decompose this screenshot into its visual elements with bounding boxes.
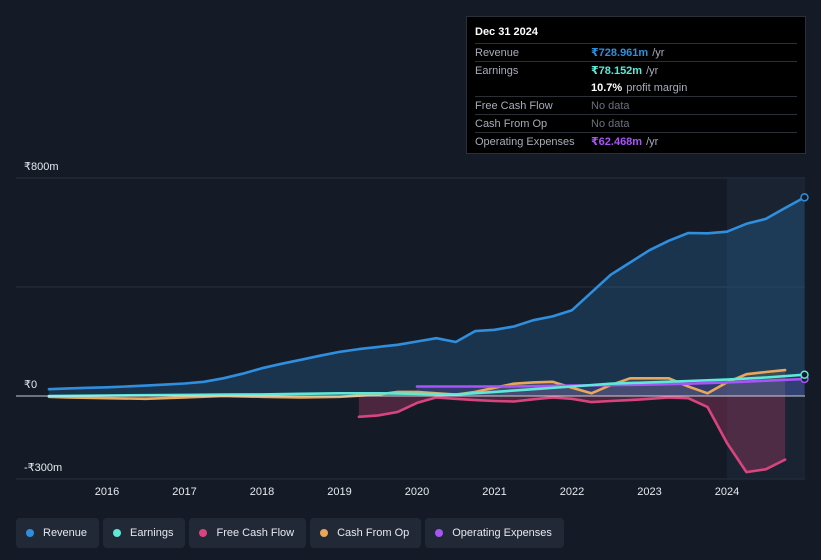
tooltip-label: Operating Expenses [475,135,575,148]
tooltip-date: Dec 31 2024 [475,26,538,38]
legend-item-cash-from-op[interactable]: Cash From Op [310,518,422,548]
y-tick-label-bottom: -₹300m [24,462,62,474]
series-line-earnings [47,373,806,398]
axis-layer: ₹800m ₹0 -₹300m 2016 2017 2018 2019 2020 2021 202… [16,161,805,498]
tooltip-row-earnings: Earnings ₹78.152m /yr [475,61,797,79]
line-chart: ₹800m ₹0 -₹300m 2016 2017 2018 2019 2020 2021 202… [16,161,809,498]
tooltip-unit: /yr [646,64,659,77]
x-tick-label: 2022 [560,486,584,498]
legend: Revenue Earnings Free Cash Flow Cash Fro… [16,518,564,548]
series-fill-cash-from-op [48,370,786,399]
tooltip-label: Free Cash Flow [475,99,553,112]
endpoint-marker [800,370,809,379]
tooltip-value: ₹62.468m [591,136,643,148]
y-tick-label-zero: ₹0 [24,379,37,391]
legend-label: Free Cash Flow [216,527,295,539]
tooltip-label: Revenue [475,46,520,59]
legend-label: Cash From Op [337,527,410,539]
tooltip-value: ₹728.961m [591,47,649,59]
legend-label: Revenue [43,527,88,539]
tooltip-label: Cash From Op [475,117,548,130]
tooltip-unit: profit margin [626,81,688,94]
legend-item-free-cash-flow[interactable]: Free Cash Flow [189,518,307,548]
tooltip-unit: /yr [646,135,659,148]
legend-item-earnings[interactable]: Earnings [103,518,186,548]
tooltip-unit: /yr [652,46,665,59]
tooltip-value: 10.7% [591,81,623,94]
operating-expenses-dot-icon [435,529,444,537]
legend-item-revenue[interactable]: Revenue [16,518,100,548]
tooltip-label: Earnings [475,64,519,77]
series-layer [47,193,809,474]
tooltip-value: No data [591,99,630,112]
revenue-dot-icon [26,529,34,537]
x-tick-label: 2021 [482,486,506,498]
legend-label: Earnings [130,527,174,539]
tooltip-panel: Dec 31 2024 Revenue ₹728.961m /yr Earnin… [466,16,806,154]
x-tick-label: 2017 [172,486,196,498]
series-line-free-cash-flow [357,396,787,474]
tooltip-row-opex: Operating Expenses ₹62.468m /yr [475,132,797,150]
tooltip-row-margin: 10.7% profit margin [475,79,797,96]
tooltip-row-fcf: Free Cash Flow No data [475,96,797,114]
x-tick-label: 2016 [95,486,119,498]
y-tick-label-top: ₹800m [24,161,59,173]
x-tick-label: 2024 [715,486,739,498]
endpoint-marker [800,193,809,202]
x-tick-label: 2020 [405,486,429,498]
legend-item-operating-expenses[interactable]: Operating Expenses [425,518,564,548]
x-tick-label: 2023 [637,486,661,498]
forecast-shade [727,178,805,479]
series-fill-revenue [48,197,805,396]
tooltip-row-cfo: Cash From Op No data [475,114,797,132]
tooltip-value: No data [591,117,630,130]
series-line-operating-expenses [415,377,806,388]
grid-layer [16,177,805,480]
free-cash-flow-dot-icon [199,529,208,537]
x-tick-label: 2018 [250,486,274,498]
cash-from-op-dot-icon [320,529,329,537]
forecast-shade-layer [727,178,805,479]
x-tick-label: 2019 [327,486,351,498]
tooltip-value: ₹78.152m [591,65,643,77]
series-line-revenue [47,196,806,391]
legend-label: Operating Expenses [452,527,552,539]
earnings-dot-icon [113,529,122,537]
tooltip-row-revenue: Revenue ₹728.961m /yr [475,43,797,61]
